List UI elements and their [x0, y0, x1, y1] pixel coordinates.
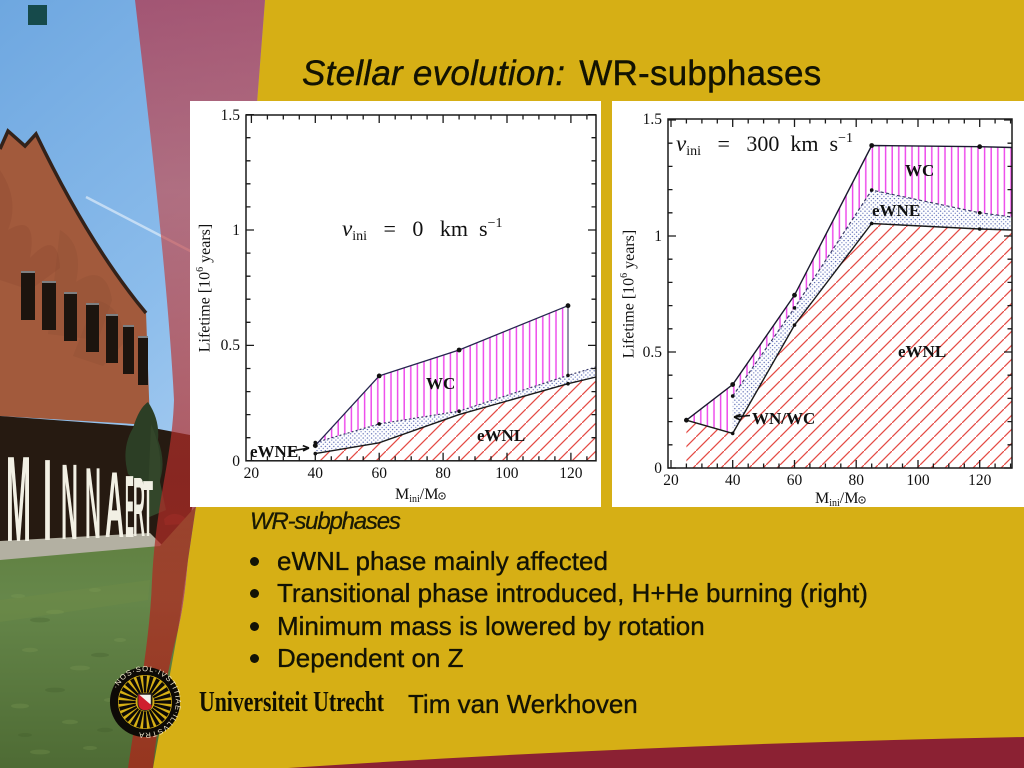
- svg-text:40: 40: [725, 472, 741, 489]
- svg-text:40: 40: [308, 465, 324, 482]
- svg-text:100: 100: [495, 465, 519, 482]
- svg-text:eWNE: eWNE: [250, 442, 298, 461]
- svg-text:eWNL: eWNL: [477, 426, 525, 445]
- svg-text:vini = 300 km s−1: vini = 300 km s−1: [676, 131, 853, 159]
- svg-text:1: 1: [654, 228, 662, 245]
- svg-text:60: 60: [787, 472, 803, 489]
- svg-text:120: 120: [968, 472, 992, 489]
- svg-text:Mini/M: Mini/M: [815, 490, 858, 507]
- svg-text:120: 120: [559, 465, 583, 482]
- svg-text:I: I: [43, 435, 52, 565]
- svg-text:80: 80: [848, 472, 864, 489]
- svg-text:1: 1: [232, 222, 240, 239]
- svg-text:E: E: [125, 457, 134, 556]
- svg-text:0.5: 0.5: [221, 337, 241, 354]
- svg-text:20: 20: [244, 465, 260, 482]
- svg-text:1.5: 1.5: [221, 107, 241, 124]
- svg-text:80: 80: [435, 465, 451, 482]
- svg-text:20: 20: [663, 472, 679, 489]
- svg-text:WN/WC: WN/WC: [752, 409, 815, 428]
- svg-text:Mini/M: Mini/M: [395, 486, 438, 505]
- svg-text:0: 0: [654, 460, 662, 477]
- svg-text:M: M: [6, 431, 31, 567]
- svg-text:R: R: [133, 460, 145, 554]
- svg-text:Lifetime [106 years]: Lifetime [106 years]: [195, 224, 213, 353]
- svg-text:WC: WC: [905, 161, 934, 180]
- svg-text:100: 100: [906, 472, 930, 489]
- svg-text:eWNE: eWNE: [872, 201, 920, 220]
- svg-text:Lifetime [106 years]: Lifetime [106 years]: [619, 230, 637, 359]
- svg-text:N: N: [61, 441, 78, 562]
- svg-text:0.5: 0.5: [643, 344, 663, 361]
- svg-text:0: 0: [232, 453, 240, 470]
- svg-text:A: A: [105, 452, 124, 557]
- svg-text:vini = 0 km s−1: vini = 0 km s−1: [342, 216, 503, 244]
- svg-text:T: T: [143, 464, 153, 553]
- svg-text:1.5: 1.5: [643, 111, 663, 128]
- svg-text:eWNL: eWNL: [898, 342, 946, 361]
- svg-text:60: 60: [371, 465, 387, 482]
- svg-text:N: N: [85, 448, 101, 560]
- svg-text:WC: WC: [426, 374, 455, 393]
